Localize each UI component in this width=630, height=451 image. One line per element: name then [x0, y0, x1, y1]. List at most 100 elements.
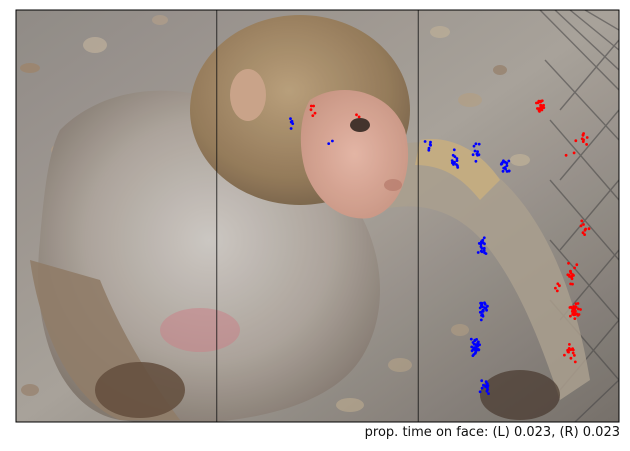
axes-frame — [15, 9, 620, 423]
gaze-point — [309, 104, 313, 108]
gaze-point — [569, 271, 573, 275]
gaze-point — [575, 263, 579, 267]
gaze-point — [473, 338, 477, 342]
gaze-point — [480, 314, 483, 317]
gaze-point — [477, 340, 480, 344]
gaze-point — [583, 233, 586, 237]
background-photo — [16, 10, 619, 422]
gaze-point — [472, 144, 476, 148]
gaze-points — [289, 99, 591, 395]
gaze-point — [566, 273, 570, 277]
gaze-point — [471, 354, 475, 357]
gaze-point — [501, 169, 505, 173]
gaze-point — [574, 139, 578, 143]
gaze-point — [483, 251, 486, 255]
gaze-point — [540, 108, 544, 112]
gaze-point — [474, 350, 478, 354]
gaze-point — [585, 143, 588, 146]
gaze-point — [571, 351, 575, 355]
gaze-point — [568, 306, 572, 309]
gaze-point — [573, 266, 576, 270]
gaze-point — [569, 348, 573, 352]
gaze-point — [567, 261, 570, 265]
gaze-point — [479, 245, 483, 249]
gaze-point — [539, 106, 543, 109]
gaze-point — [576, 302, 580, 305]
gaze-point — [576, 313, 580, 317]
gaze-point — [536, 107, 539, 110]
gaze-point — [476, 153, 479, 157]
gaze-point — [573, 306, 577, 310]
gaze-point — [427, 148, 431, 152]
gaze-point — [479, 242, 483, 246]
gaze-point — [582, 223, 585, 226]
gaze-point — [558, 284, 561, 288]
gaze-point — [452, 163, 455, 166]
gaze-point — [484, 384, 488, 388]
gaze-point — [538, 110, 541, 113]
gaze-point — [478, 343, 481, 347]
gaze-point — [484, 380, 488, 384]
gaze-point — [483, 242, 486, 246]
gaze-point — [313, 111, 317, 115]
gaze-point — [486, 304, 489, 308]
gaze-point — [571, 309, 574, 313]
gaze-point — [355, 113, 358, 117]
gaze-point — [555, 289, 559, 293]
gaze-point — [500, 162, 504, 166]
gaze-point — [482, 236, 486, 240]
gaze-point — [429, 143, 432, 147]
gaze-point — [477, 142, 481, 146]
gaze-point — [572, 313, 576, 317]
gaze-point — [582, 132, 585, 135]
gaze-point — [311, 114, 315, 117]
gaze-point — [540, 99, 544, 103]
gaze-point — [582, 138, 585, 142]
gaze-point — [474, 159, 478, 163]
gaze-point — [456, 164, 459, 168]
gaze-point — [471, 153, 475, 157]
gaze-point — [537, 99, 541, 103]
gaze-point — [482, 383, 485, 387]
gaze-point — [480, 379, 484, 383]
gaze-point — [473, 149, 477, 153]
gaze-point — [327, 142, 331, 146]
gaze-point — [331, 139, 334, 143]
gaze-point — [535, 101, 538, 105]
gaze-point — [480, 301, 484, 305]
gaze-point — [554, 286, 557, 290]
gaze-point — [481, 310, 484, 313]
gaze-point — [576, 307, 580, 311]
gaze-point — [579, 224, 583, 228]
gaze-point — [455, 157, 459, 160]
gaze-point — [470, 345, 474, 349]
gaze-point — [573, 354, 576, 357]
gaze-point — [455, 159, 459, 163]
gaze-point — [564, 153, 568, 157]
gaze-point — [573, 360, 577, 364]
gaze-point — [474, 343, 478, 347]
gaze-point — [568, 275, 571, 278]
gaze-point — [585, 136, 589, 139]
gaze-point — [482, 246, 486, 250]
gaze-point — [583, 228, 587, 232]
gaze-point — [573, 317, 577, 320]
gaze-point — [479, 249, 483, 253]
gaze-point — [503, 166, 507, 169]
region-dividers — [216, 10, 419, 422]
gaze-point — [479, 318, 483, 322]
gaze-point — [472, 346, 476, 349]
gaze-point — [470, 349, 474, 353]
gaze-point — [485, 308, 488, 312]
gaze-point — [477, 348, 481, 352]
gaze-point — [312, 104, 315, 108]
gaze-point — [507, 169, 511, 173]
gaze-point — [581, 231, 585, 235]
gaze-point — [450, 159, 454, 163]
gaze-point — [478, 306, 482, 310]
gaze-point — [563, 353, 566, 357]
gaze-point — [290, 120, 293, 124]
gaze-point — [587, 227, 591, 231]
gaze-point — [481, 238, 485, 242]
